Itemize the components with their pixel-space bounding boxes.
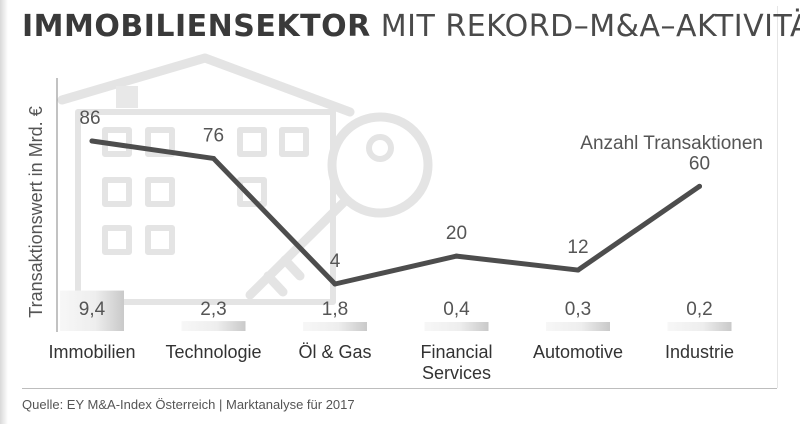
bar-value-label: 0,4 bbox=[443, 299, 470, 320]
footer-divider bbox=[22, 388, 777, 389]
source-note: Quelle: EY M&A-Index Österreich | Markta… bbox=[22, 397, 355, 412]
x-tick-label: Financial Services bbox=[420, 342, 492, 383]
title-light: MIT REKORD–M&A–AKTIVITÄT bbox=[380, 9, 800, 44]
line-value-label: 4 bbox=[330, 251, 341, 272]
bar-1 bbox=[60, 290, 124, 331]
chart-title: IMMOBILIENSEKTOR MIT REKORD–M&A–AKTIVITÄ… bbox=[22, 10, 800, 44]
bar-4 bbox=[424, 322, 489, 331]
y-axis-label: Transaktionswert in Mrd. € bbox=[26, 106, 46, 317]
right-edge-rule bbox=[777, 6, 778, 388]
legend-line-series: Anzahl Transaktionen bbox=[580, 133, 763, 154]
line-point-4 bbox=[454, 253, 459, 259]
line-point-5 bbox=[575, 267, 581, 273]
bar-3 bbox=[303, 322, 367, 331]
line-value-label: 20 bbox=[446, 223, 467, 244]
bar-6 bbox=[667, 322, 732, 331]
x-tick-label: Immobilien bbox=[48, 342, 135, 362]
line-point-6 bbox=[697, 183, 702, 189]
bar-value-label: 0,3 bbox=[565, 299, 591, 320]
line-value-label: 86 bbox=[79, 108, 100, 129]
x-tick-label: Automotive bbox=[533, 342, 623, 362]
x-tick-label: Industrie bbox=[665, 342, 734, 362]
line-anzahl-transaktionen bbox=[89, 138, 702, 287]
x-tick-label: Technologie bbox=[165, 342, 261, 362]
line-value-label: 60 bbox=[689, 153, 710, 174]
bar-2 bbox=[181, 321, 246, 331]
bar-value-label: 2,3 bbox=[200, 299, 226, 320]
line-value-label: 12 bbox=[567, 237, 588, 258]
title-bold: IMMOBILIENSEKTOR bbox=[22, 9, 371, 44]
bar-value-label: 0,2 bbox=[686, 299, 712, 320]
bar-5 bbox=[546, 322, 610, 331]
line-point-2 bbox=[211, 155, 216, 161]
bar-value-label: 1,8 bbox=[322, 299, 348, 320]
line-point-1 bbox=[89, 138, 95, 144]
line-value-label: 76 bbox=[203, 125, 224, 146]
bar-value-label: 9,4 bbox=[79, 299, 106, 320]
line-point-3 bbox=[332, 281, 338, 287]
house-and-key-icon bbox=[57, 53, 433, 305]
x-tick-label: Öl & Gas bbox=[298, 342, 371, 362]
